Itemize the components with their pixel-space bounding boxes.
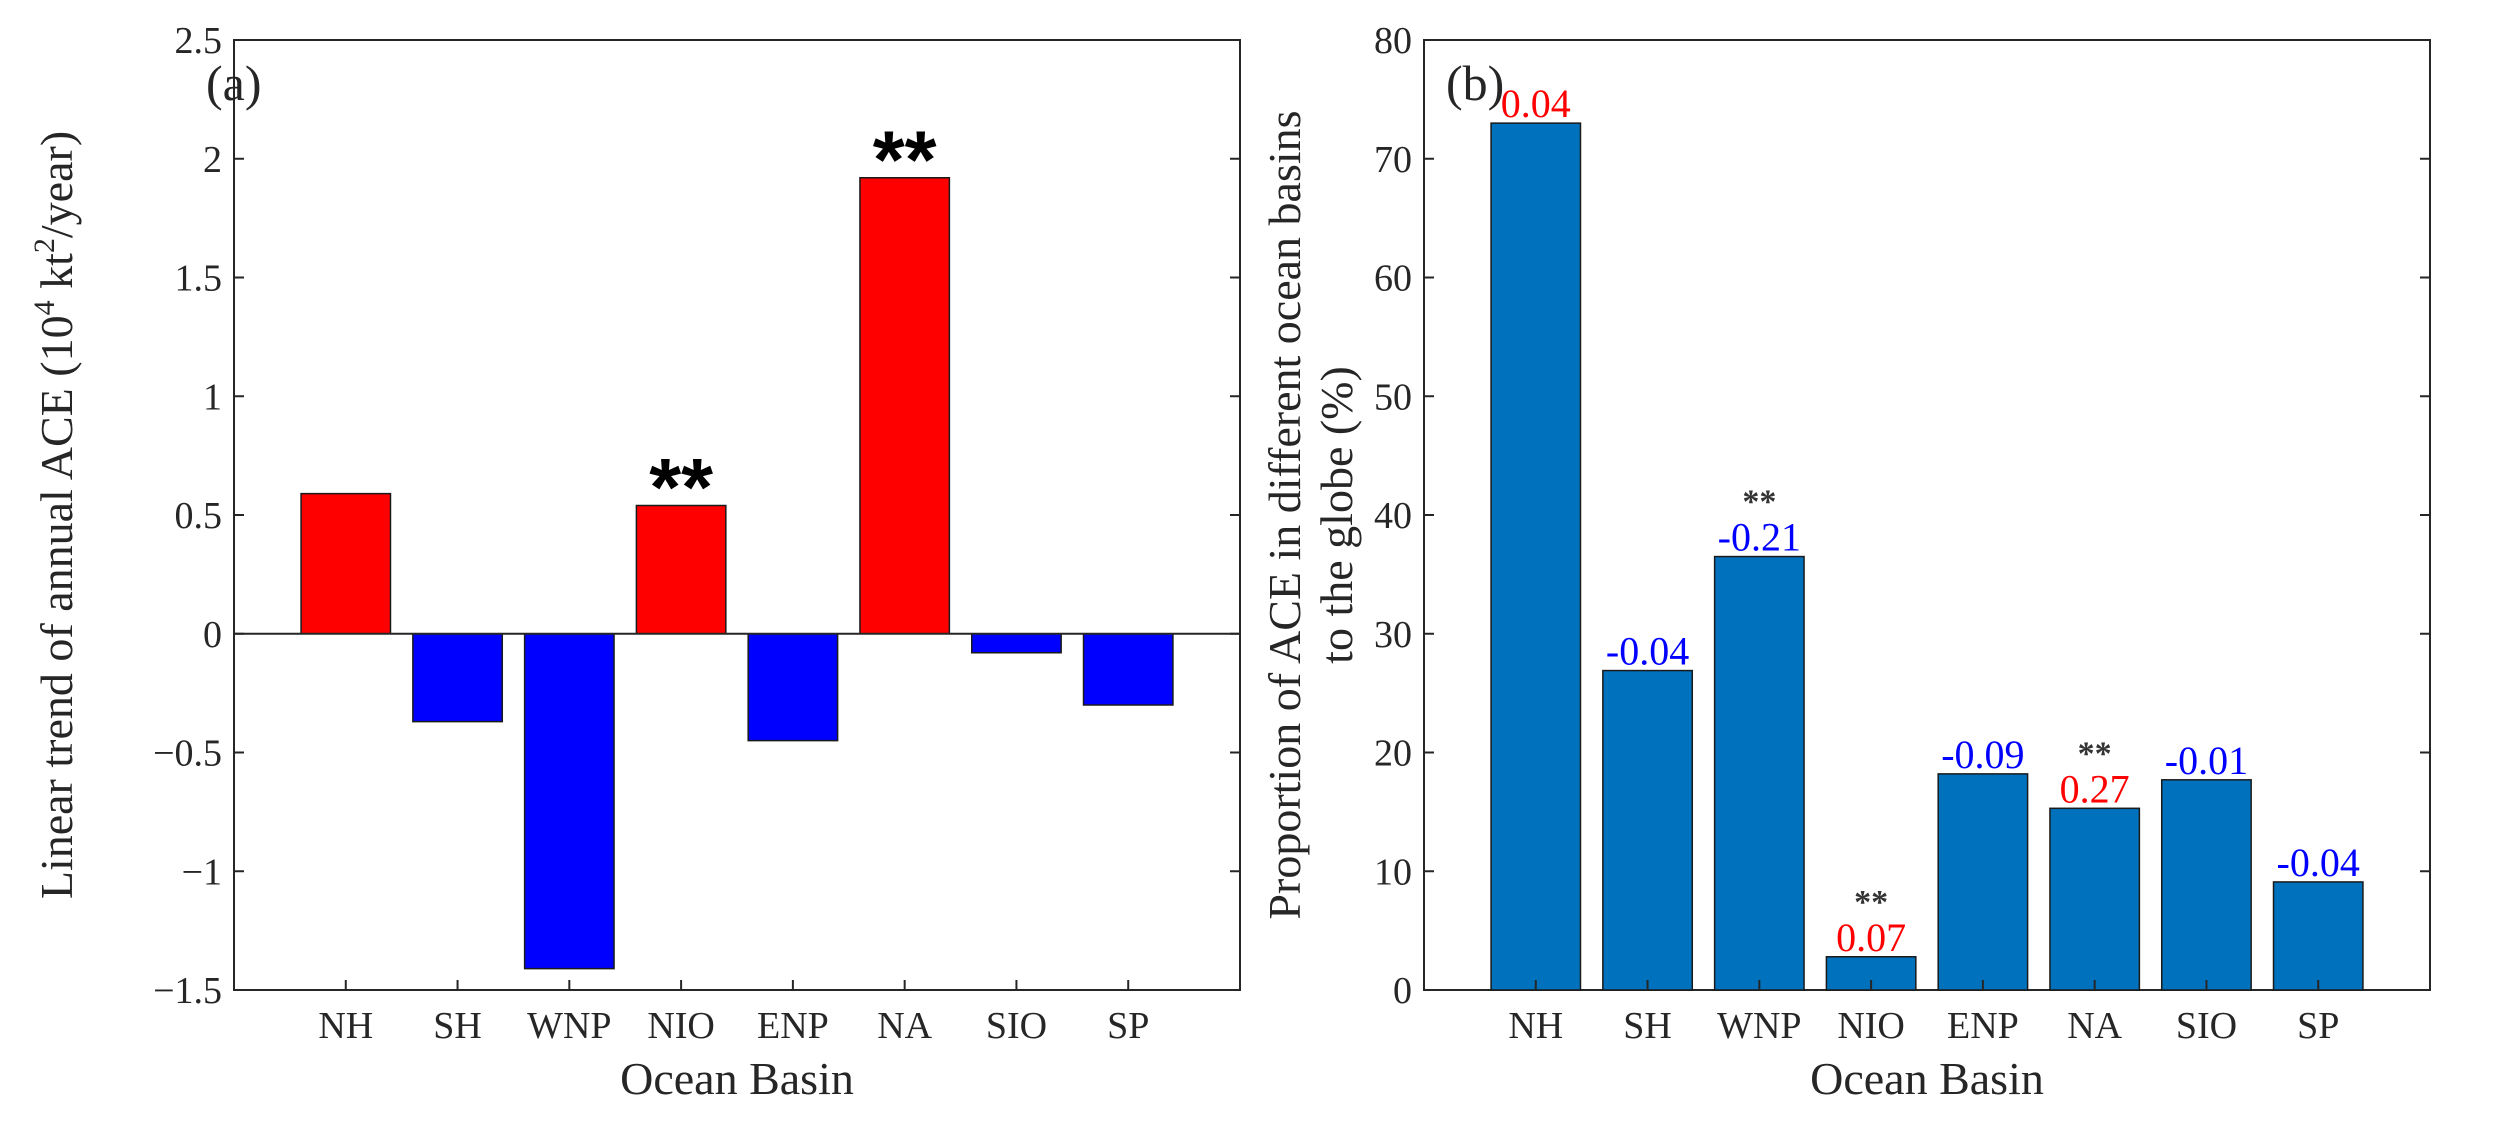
bar-sio bbox=[970, 633, 1062, 654]
bar-nh bbox=[300, 492, 392, 635]
bar-na bbox=[2049, 807, 2141, 991]
y-tick-label: 1.5 bbox=[175, 258, 223, 300]
x-tick-label-nio: NIO bbox=[1837, 1005, 1905, 1047]
x-tick-label-sp: SP bbox=[1107, 1005, 1149, 1047]
bar-value-label-sio: -0.01 bbox=[2165, 738, 2248, 783]
bar-sh bbox=[1602, 669, 1694, 991]
y-tick-label: 80 bbox=[1374, 20, 1412, 62]
x-tick-label-nh: NH bbox=[318, 1005, 373, 1047]
panel-b-bars bbox=[1490, 122, 2364, 991]
x-tick-label-sh: SH bbox=[1623, 1005, 1672, 1047]
panel-b-y-axis-label: Proportion of ACE in different ocean bas… bbox=[1259, 110, 1362, 919]
bar-sp bbox=[2272, 881, 2364, 991]
panel-a-y-ticks: −1.5 −1 −0.5 0 0.5 1 1.5 2 2.5 bbox=[153, 20, 1240, 1012]
y-tick-label: 1 bbox=[203, 376, 222, 418]
panel-a-significance-marks: ** ** bbox=[649, 115, 936, 534]
panel-b-plot-area bbox=[1423, 39, 2431, 991]
x-tick-label-nh: NH bbox=[1508, 1005, 1563, 1047]
bar-value-label-sh: -0.04 bbox=[1606, 629, 1689, 674]
bar-enp bbox=[1937, 773, 2029, 991]
panel-a-x-axis-label: Ocean Basin bbox=[620, 1053, 854, 1104]
significance-mark-nio: ** bbox=[1854, 884, 1888, 921]
bar-value-label-nio: 0.07 bbox=[1836, 915, 1906, 960]
bar-value-label-na: 0.27 bbox=[2060, 766, 2130, 811]
bar-wnp bbox=[523, 633, 615, 970]
panel-a-bars bbox=[300, 177, 1174, 970]
panel-b-significance-marks: ** ** ** bbox=[1742, 484, 2111, 921]
panel-b-y-ticks: 0 10 20 30 40 50 60 70 80 bbox=[1374, 20, 2430, 1012]
x-tick-label-sio: SIO bbox=[2176, 1005, 2237, 1047]
bar-na bbox=[859, 177, 951, 635]
panel-a-tag: (a) bbox=[206, 55, 262, 111]
y-tick-label: 0 bbox=[1393, 970, 1412, 1012]
y-tick-label: 0 bbox=[203, 614, 222, 656]
significance-mark-nio: ** bbox=[649, 443, 713, 534]
panel-b-bar-value-labels: 0.04 -0.04 -0.21 0.07 -0.09 0.27 -0.01 -0.04 bbox=[1501, 81, 2360, 960]
y-tick-label: 60 bbox=[1374, 258, 1412, 300]
panel-a-y-axis-label: Linear trend of annual ACE (104 kt2/year… bbox=[28, 131, 82, 899]
bar-sh bbox=[412, 633, 504, 723]
y-tick-label: 70 bbox=[1374, 139, 1412, 181]
panel-a-plot-area bbox=[233, 39, 1241, 991]
bar-sio bbox=[2160, 779, 2252, 991]
significance-mark-wnp: ** bbox=[1742, 484, 1776, 521]
y-tick-label: 2.5 bbox=[175, 20, 223, 62]
y-tick-label: −0.5 bbox=[153, 733, 222, 775]
panel-b-x-axis-label: Ocean Basin bbox=[1810, 1053, 2044, 1104]
bar-sp bbox=[1082, 633, 1174, 706]
bar-nh bbox=[1490, 122, 1582, 991]
y-tick-label: 2 bbox=[203, 139, 222, 181]
y-tick-label: 50 bbox=[1374, 376, 1412, 418]
panel-b-x-ticks: NH SH WNP NIO ENP NA SIO SP bbox=[1508, 980, 2339, 1047]
y-tick-label: 30 bbox=[1374, 614, 1412, 656]
bar-value-label-sp: -0.04 bbox=[2277, 840, 2360, 885]
y-tick-label: 0.5 bbox=[175, 495, 223, 537]
bar-enp bbox=[747, 633, 839, 742]
bar-wnp bbox=[1713, 555, 1805, 991]
bar-value-label-enp: -0.09 bbox=[1941, 732, 2024, 777]
y-tick-label: −1 bbox=[182, 851, 222, 893]
x-tick-label-sh: SH bbox=[433, 1005, 482, 1047]
panel-a-x-ticks: NH SH WNP NIO ENP NA SIO SP bbox=[318, 980, 1149, 1047]
panel-b-tag: (b) bbox=[1446, 55, 1504, 111]
bar-value-label-nh: 0.04 bbox=[1501, 81, 1571, 126]
x-tick-label-sp: SP bbox=[2297, 1005, 2339, 1047]
panel-a-chart: −1.5 −1 −0.5 0 0.5 1 1.5 2 2.5 NH SH WNP NIO ENP NA SI… bbox=[28, 20, 1241, 1104]
significance-mark-na: ** bbox=[2078, 735, 2112, 772]
panel-b-chart: 0 10 20 30 40 50 60 70 80 NH SH WNP NIO ENP NA SIO SP 0… bbox=[1259, 20, 2431, 1104]
significance-mark-na: ** bbox=[873, 115, 937, 206]
x-tick-label-na: NA bbox=[2067, 1005, 2122, 1047]
x-tick-label-wnp: WNP bbox=[1717, 1005, 1801, 1047]
x-tick-label-na: NA bbox=[877, 1005, 932, 1047]
y-tick-label: 40 bbox=[1374, 495, 1412, 537]
y-tick-label: 10 bbox=[1374, 851, 1412, 893]
x-tick-label-wnp: WNP bbox=[527, 1005, 611, 1047]
x-tick-label-sio: SIO bbox=[986, 1005, 1047, 1047]
x-tick-label-nio: NIO bbox=[647, 1005, 715, 1047]
x-tick-label-enp: ENP bbox=[757, 1005, 829, 1047]
x-tick-label-enp: ENP bbox=[1947, 1005, 2019, 1047]
y-tick-label: −1.5 bbox=[153, 970, 222, 1012]
bar-value-label-wnp: -0.21 bbox=[1718, 515, 1801, 560]
y-tick-label: 20 bbox=[1374, 733, 1412, 775]
